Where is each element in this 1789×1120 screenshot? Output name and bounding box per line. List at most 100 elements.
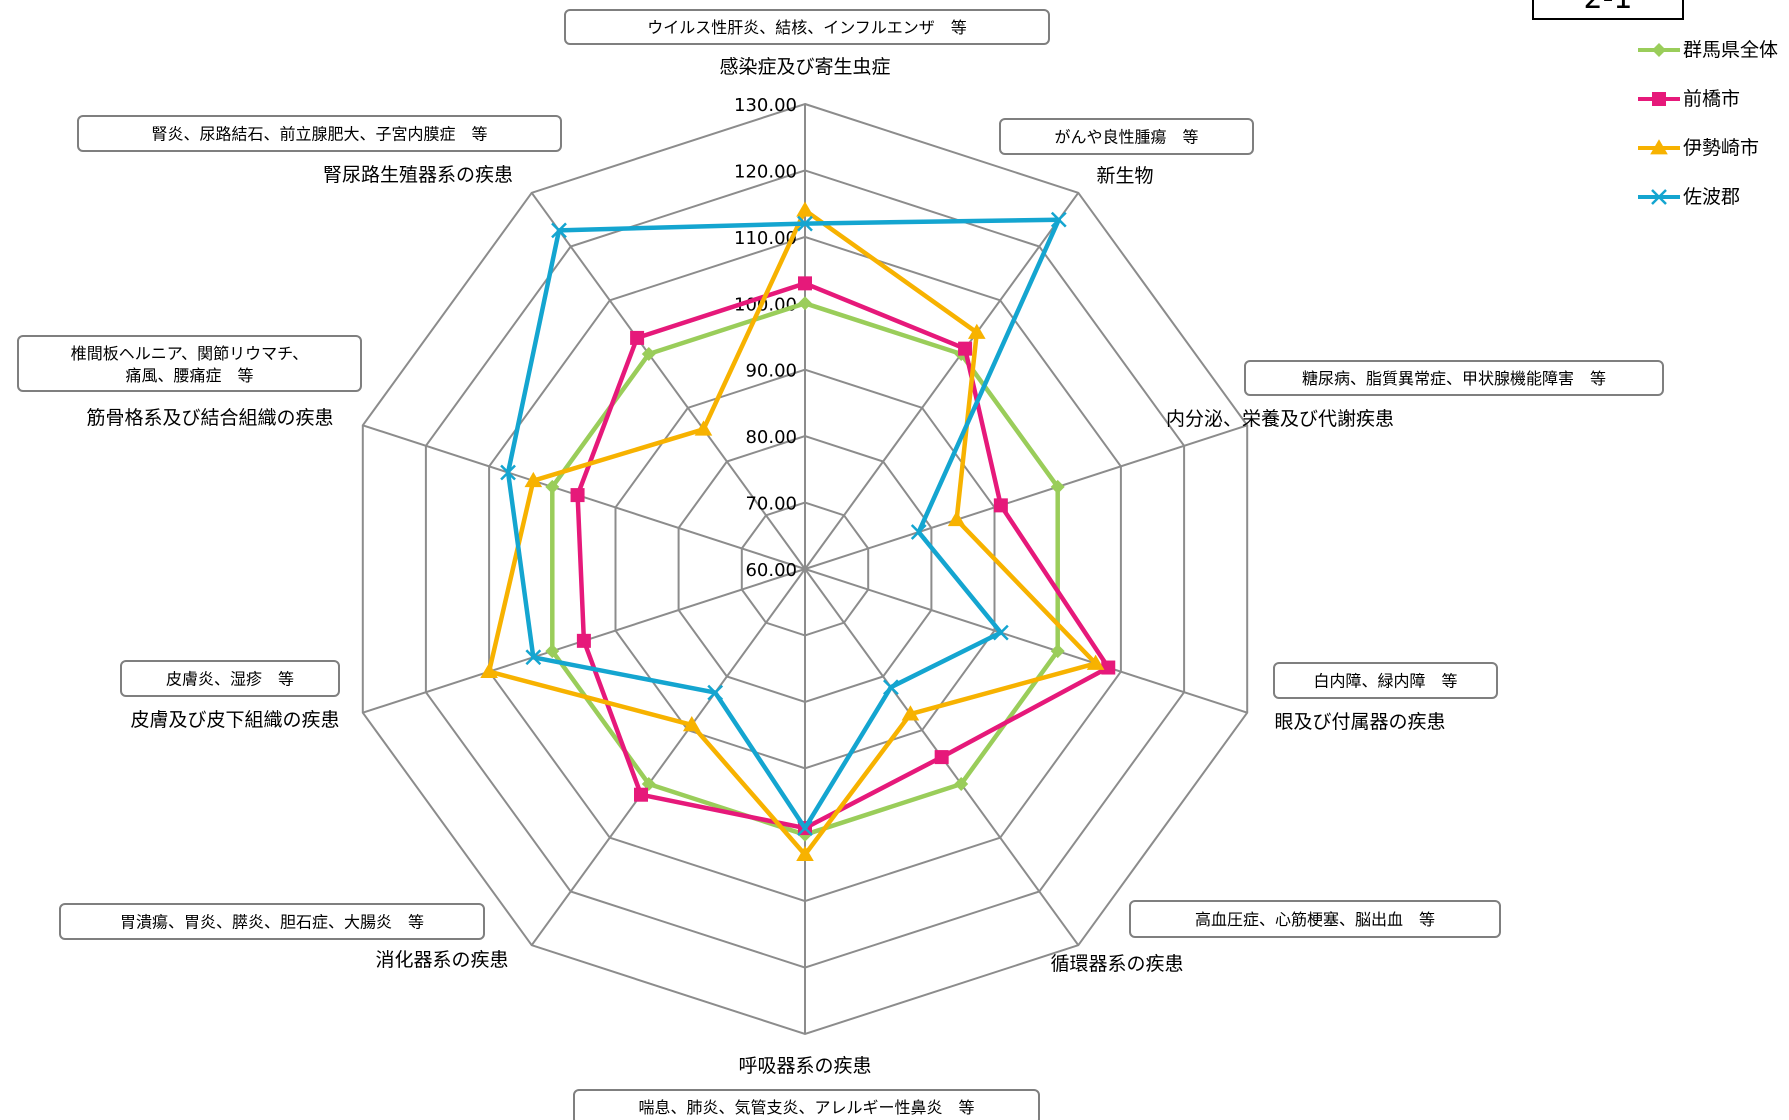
category-name: 新生物 — [1096, 165, 1153, 187]
category-label-group: 消化器系の疾患 胃潰瘍、胃炎、膵炎、胆石症、大腸炎 等 — [59, 903, 509, 971]
data-point — [968, 323, 986, 339]
category-name: 内分泌、栄養及び代謝疾患 — [1166, 408, 1394, 430]
tick-label: 60.00 — [745, 560, 797, 581]
data-point — [576, 633, 591, 648]
data-point — [1651, 189, 1667, 205]
data-point — [883, 679, 899, 696]
data-point — [500, 464, 516, 481]
legend-marker — [1638, 189, 1680, 205]
category-label-group: 内分泌、栄養及び代謝疾患 糖尿病、脂質異常症、甲状腺機能障害 等 — [1166, 360, 1664, 430]
category-name: 呼吸器系の疾患 — [738, 1055, 871, 1077]
examples-box — [573, 1089, 1040, 1120]
data-point — [570, 488, 585, 503]
data-point — [682, 716, 701, 732]
data-point — [480, 662, 498, 679]
examples-text: ウイルス性肝炎、結核、インフルエンザ 等 — [647, 18, 967, 37]
category-label-group: 眼及び付属器の疾患 白内障、緑内障 等 — [1273, 662, 1498, 733]
data-point — [992, 624, 1009, 641]
data-point — [797, 820, 813, 836]
examples-box — [564, 9, 1050, 45]
examples-box — [120, 660, 340, 697]
page-number: 2-1 — [1584, 0, 1633, 16]
data-point — [1101, 660, 1116, 675]
examples-box — [1273, 662, 1498, 699]
tick-label: 130.00 — [734, 95, 797, 116]
examples-box — [17, 335, 362, 392]
data-point — [796, 845, 814, 862]
examples-text: 腎炎、尿路結石、前立腺肥大、子宮内膜症 等 — [151, 125, 487, 144]
data-point — [1050, 211, 1067, 228]
data-point — [634, 787, 649, 802]
grid-spoke — [530, 568, 806, 946]
data-point — [1050, 644, 1065, 659]
legend-label: 伊勢崎市 — [1683, 137, 1760, 159]
tick-label: 80.00 — [745, 427, 797, 448]
examples-box — [1129, 900, 1501, 938]
data-point — [1086, 654, 1105, 670]
data-point — [934, 750, 949, 765]
category-label-group: 筋骨格系及び結合組織の疾患 椎間板ヘルニア、関節リウマチ、痛風、腰痛症 等 — [17, 335, 362, 429]
data-point — [1652, 43, 1666, 57]
category-label-group: 循環器系の疾患 高血圧症、心筋梗塞、脳出血 等 — [1050, 900, 1501, 975]
page-number-box: 2-1 — [1532, 0, 1684, 20]
data-point — [1652, 92, 1666, 106]
data-point — [525, 649, 542, 666]
data-point — [1050, 479, 1065, 494]
category-name: 感染症及び寄生虫症 — [719, 56, 890, 78]
series-group — [500, 211, 1067, 836]
legend-label: 群馬県全体 — [1683, 39, 1779, 61]
legend-marker — [1638, 92, 1680, 106]
radar-grid — [361, 102, 1249, 1036]
examples-text: 白内障、緑内障 等 — [1313, 672, 1457, 691]
data-point — [947, 510, 966, 527]
examples-box — [1244, 360, 1664, 396]
category-label-group: 腎尿路生殖器系の疾患 腎炎、尿路結石、前立腺肥大、子宮内膜症 等 — [77, 115, 562, 186]
data-point — [641, 776, 656, 791]
data-point — [524, 471, 543, 488]
grid-spoke — [804, 568, 1248, 714]
category-label-group: 皮膚及び皮下組織の疾患 皮膚炎、湿疹 等 — [120, 660, 340, 731]
examples-box — [77, 115, 562, 152]
category-label-group: 新生物 がんや良性腫瘍 等 — [999, 118, 1254, 187]
examples-text: 糖尿病、脂質異常症、甲状腺機能障害 等 — [1302, 369, 1606, 388]
tick-label: 90.00 — [745, 361, 797, 382]
tick-label: 120.00 — [734, 161, 797, 182]
legend-marker — [1638, 139, 1680, 155]
data-point — [954, 776, 969, 791]
category-name: 眼及び付属器の疾患 — [1274, 711, 1445, 733]
examples-text: 胃潰瘍、胃炎、膵炎、胆石症、大腸炎 等 — [120, 913, 424, 932]
radar-series — [480, 201, 1116, 862]
examples-text: 皮膚炎、湿疹 等 — [166, 670, 294, 689]
data-point — [993, 498, 1008, 513]
data-point — [1650, 139, 1668, 155]
data-point — [551, 222, 567, 239]
data-point — [694, 420, 713, 436]
data-point — [545, 479, 560, 494]
legend-label: 佐波郡 — [1683, 186, 1741, 208]
data-point — [796, 201, 814, 217]
category-name: 消化器系の疾患 — [375, 949, 508, 971]
examples-box — [999, 118, 1254, 155]
grid-spoke — [804, 424, 1248, 570]
category-name: 循環器系の疾患 — [1050, 953, 1183, 975]
data-point — [910, 524, 927, 540]
data-point — [798, 296, 812, 311]
legend-label: 前橋市 — [1683, 88, 1741, 110]
data-point — [641, 347, 656, 362]
tick-label: 110.00 — [734, 228, 797, 249]
data-point — [545, 644, 560, 659]
category-name: 皮膚及び皮下組織の疾患 — [130, 709, 339, 731]
examples-text: がんや良性腫瘍 等 — [1054, 128, 1198, 147]
grid-spoke — [530, 192, 806, 570]
series-group — [480, 201, 1105, 862]
examples-box — [59, 903, 485, 940]
examples-text: 痛風、腰痛症 等 — [125, 366, 253, 385]
data-point — [901, 705, 920, 721]
data-point — [707, 684, 724, 701]
data-point — [630, 330, 645, 345]
radar-tick-labels: 60.0070.0080.0090.00100.00110.00120.0013… — [734, 95, 797, 581]
tick-label: 70.00 — [745, 494, 797, 515]
examples-text: 椎間板ヘルニア、関節リウマチ、 — [71, 344, 308, 363]
